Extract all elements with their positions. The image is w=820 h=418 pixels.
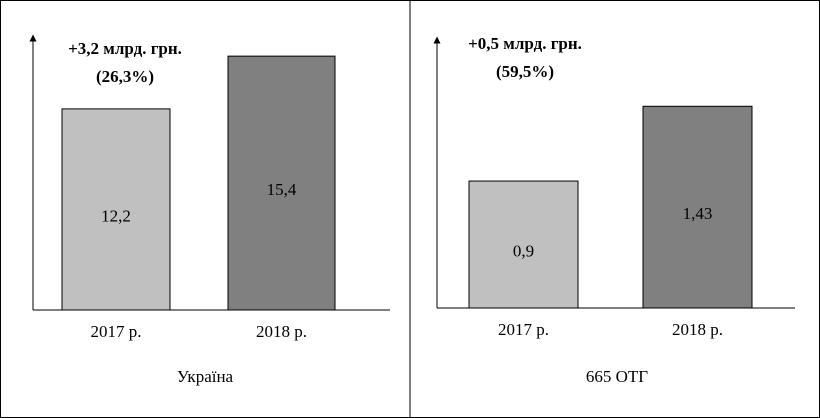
x-tick-label: 2018 р. — [256, 322, 307, 341]
value-label: 0,9 — [513, 241, 534, 260]
value-label: 15,4 — [267, 180, 297, 199]
annotation: +3,2 млрд. грн. — [68, 39, 182, 58]
value-label: 1,43 — [683, 204, 713, 223]
caption: Україна — [177, 367, 234, 386]
x-tick-label: 2018 р. — [672, 320, 723, 339]
x-tick-label: 2017 р. — [91, 322, 142, 341]
annotation: (59,5%) — [496, 62, 554, 81]
x-tick-label: 2017 р. — [498, 320, 549, 339]
bar — [468, 180, 579, 309]
value-label: 12,2 — [101, 206, 131, 225]
bar — [61, 108, 171, 311]
bar — [227, 55, 336, 311]
annotation: (26,3%) — [96, 67, 154, 86]
caption: 665 ОТГ — [586, 367, 648, 386]
bar — [642, 105, 753, 309]
annotation: +0,5 млрд. грн. — [468, 34, 582, 53]
